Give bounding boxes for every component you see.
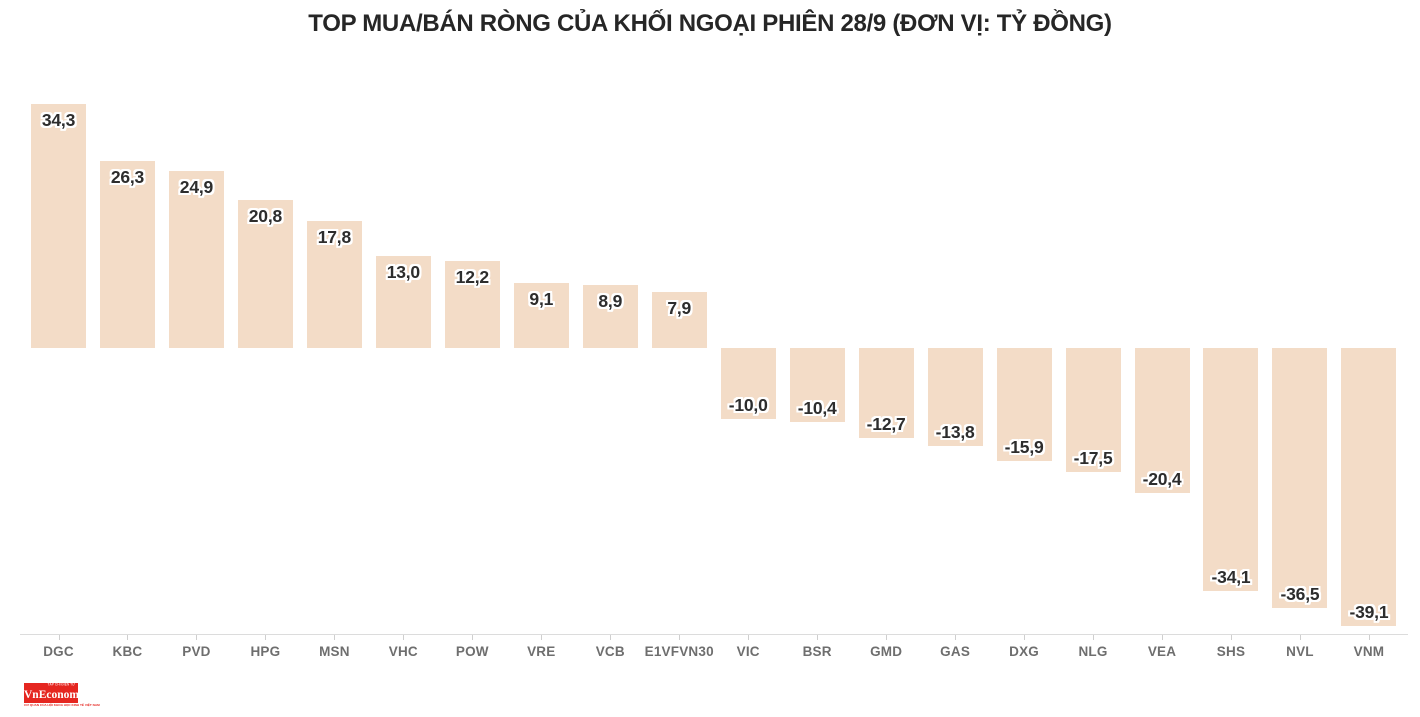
value-label-GAS: -13,8 [935,422,975,443]
category-label-VNM: VNM [1353,644,1385,659]
value-label-NLG: -17,5 [1073,448,1113,469]
axis-tick [1299,635,1301,640]
axis-tick [817,635,819,640]
axis-tick [1093,635,1095,640]
category-label-POW: POW [455,644,489,659]
axis-tick [886,635,888,640]
value-label-POW: 12,2 [455,267,489,288]
bar-KBC [99,160,155,348]
bar-SHS [1203,348,1259,591]
category-label-SHS: SHS [1216,644,1246,659]
value-label-VEA: -20,4 [1142,469,1182,490]
axis-tick [127,635,129,640]
category-label-DXG: DXG [1009,644,1039,659]
bar-DXG [996,348,1052,462]
axis-tick [196,635,198,640]
vneconomy-logo-box: TẠP CHÍ ĐIỆN TỬ VnEconomy [24,683,85,703]
logo-wordmark: VnEconomy [24,689,85,701]
value-label-MSN: 17,8 [317,227,351,248]
x-axis-line [20,634,1408,635]
value-label-GMD: -12,7 [866,414,906,435]
axis-tick [955,635,957,640]
logo-bottom-tagline: CƠ QUAN CỦA HỘI KHOA HỌC KINH TẾ VIỆT NA… [24,704,100,708]
bar-VHC [375,255,431,348]
axis-tick [265,635,267,640]
bar-GAS [927,348,983,447]
value-label-VIC: -10,0 [728,395,768,416]
category-label-HPG: HPG [250,644,281,659]
category-label-E1VFVN30: E1VFVN30 [644,644,714,659]
value-label-VHC: 13,0 [386,261,420,282]
value-label-HPG: 20,8 [248,206,283,227]
value-label-NVL: -36,5 [1280,583,1320,604]
value-label-DXG: -15,9 [1004,437,1044,458]
category-label-VRE: VRE [527,644,556,659]
value-label-DGC: 34,3 [41,109,76,130]
value-label-VNM: -39,1 [1349,602,1389,623]
axis-tick [334,635,336,640]
axis-tick [1024,635,1026,640]
bar-POW [444,261,500,348]
axis-tick [1368,635,1370,640]
bar-BSR [789,348,845,422]
axis-tick [58,635,60,640]
axis-tick [679,635,681,640]
category-label-VCB: VCB [595,644,625,659]
axis-tick [541,635,543,640]
axis-tick [748,635,750,640]
vneconomy-logo: TẠP CHÍ ĐIỆN TỬ VnEconomy CƠ QUAN CỦA HỘ… [24,683,100,710]
bar-VRE [513,283,569,348]
value-label-BSR: -10,4 [797,397,837,418]
axis-tick [472,635,474,640]
category-label-VEA: VEA [1147,644,1177,659]
axis-tick [610,635,612,640]
category-label-DGC: DGC [43,644,74,659]
axis-tick [1162,635,1164,640]
category-label-KBC: KBC [112,644,143,659]
category-label-GAS: GAS [940,644,971,659]
bar-MSN [306,221,362,348]
bar-VNM [1341,348,1397,627]
bar-VEA [1134,348,1190,494]
value-label-SHS: -34,1 [1211,566,1251,587]
category-label-VIC: VIC [736,644,760,659]
value-label-KBC: 26,3 [110,166,145,187]
category-label-GMD: GMD [870,644,903,659]
category-label-NVL: NVL [1286,644,1314,659]
bar-PVD [168,170,224,348]
axis-tick [403,635,405,640]
bar-NLG [1065,348,1121,473]
logo-top-tagline: TẠP CHÍ ĐIỆN TỬ [47,683,75,687]
value-label-VCB: 8,9 [598,290,623,311]
category-label-NLG: NLG [1078,644,1108,659]
bar-HPG [237,200,293,348]
value-label-E1VFVN30: 7,9 [667,297,692,318]
bar-DGC [31,103,86,348]
bar-GMD [858,348,914,439]
bar-NVL [1272,348,1328,608]
bar-E1VFVN30 [651,291,707,348]
category-label-BSR: BSR [802,644,832,659]
bar-VCB [582,284,638,348]
bar-VIC [720,348,776,420]
value-label-PVD: 24,9 [179,176,214,197]
chart-title: TOP MUA/BÁN RÒNG CỦA KHỐI NGOẠI PHIÊN 28… [308,10,1112,37]
category-label-MSN: MSN [319,644,350,659]
axis-tick [1230,635,1232,640]
category-label-PVD: PVD [182,644,211,659]
category-label-VHC: VHC [388,644,418,659]
value-label-VRE: 9,1 [529,289,554,310]
